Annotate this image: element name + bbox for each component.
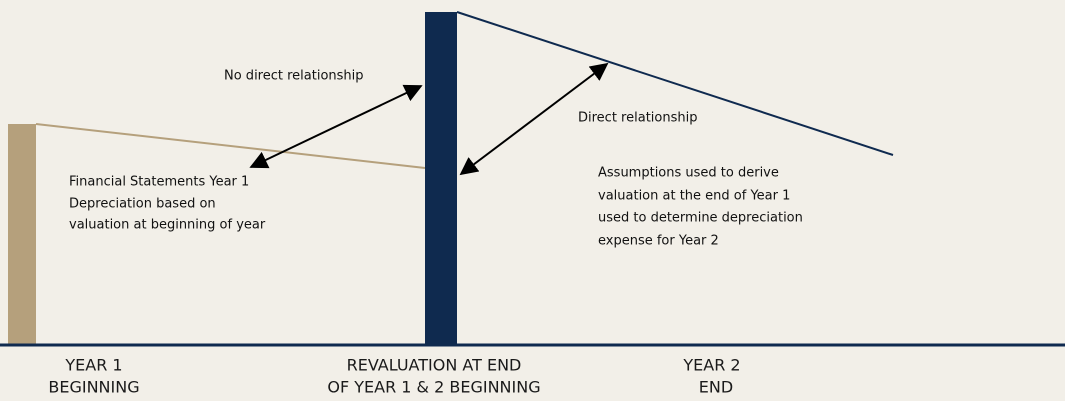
note-line: Financial Statements Year 1: [69, 175, 249, 190]
timeline-label: END: [699, 378, 733, 397]
note-line: Assumptions used to derive: [598, 166, 779, 181]
year1-bar: [8, 124, 36, 345]
annotation: Direct relationship: [578, 111, 697, 126]
note-line: valuation at the end of Year 1: [598, 189, 790, 204]
arrow-direct-relationship: [459, 62, 609, 176]
note-line: Depreciation based on: [69, 197, 216, 212]
timeline-label: BEGINNING: [48, 378, 139, 397]
note-line: expense for Year 2: [598, 234, 719, 249]
timeline-label: YEAR 1: [64, 356, 122, 375]
note-line: valuation at beginning of year: [69, 218, 266, 233]
arrow-no-relationship: [249, 84, 423, 169]
timeline-label: YEAR 2: [682, 356, 740, 375]
annotation: No direct relationship: [224, 69, 364, 84]
note-line: used to determine depreciation: [598, 211, 803, 226]
timeline-label: OF YEAR 1 & 2 BEGINNING: [327, 378, 540, 397]
year2-line: [456, 11, 894, 156]
revaluation-bar: [425, 12, 457, 345]
timeline-label: REVALUATION AT END: [347, 356, 522, 375]
